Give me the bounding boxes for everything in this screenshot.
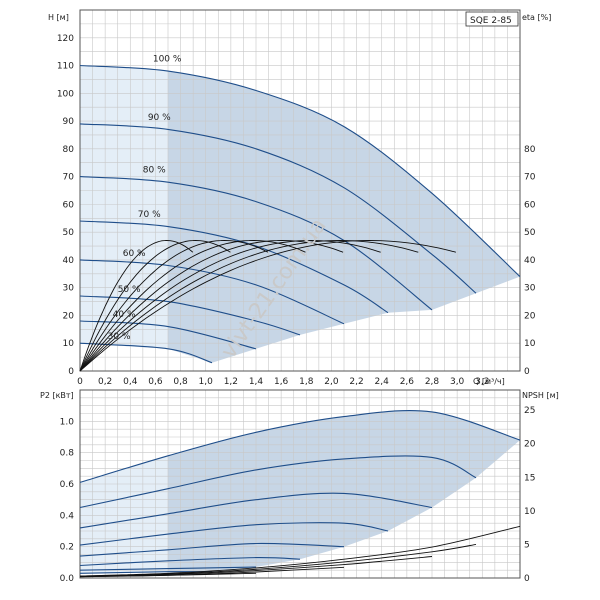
eta-tick-label: 80 — [524, 145, 536, 155]
npsh-curve-0 — [79, 525, 521, 577]
x-tick-label: 0,8 — [173, 377, 188, 387]
npsh-tick-label: 0 — [524, 574, 530, 584]
x-tick-label: 1,6 — [274, 377, 289, 387]
x-tick-label: 1,0 — [199, 377, 214, 387]
power-curve-100 — [79, 410, 521, 483]
y-tick-label: 80 — [63, 145, 75, 155]
p2-tick-label: 1.0 — [60, 417, 75, 427]
y-tick-label: 10 — [63, 339, 75, 349]
x-tick-label: 3,0 — [450, 377, 465, 387]
speed-label-80: 80 % — [143, 166, 166, 176]
efficiency-curve-30 — [79, 240, 194, 372]
head-curve-100 — [79, 64, 521, 277]
x-tick-label: 1,2 — [224, 377, 238, 387]
p2-tick-label: 0.6 — [60, 480, 75, 490]
head-curve-60 — [79, 259, 345, 325]
x-tick-label: 2,0 — [324, 377, 339, 387]
eta-tick-label: 40 — [524, 256, 536, 266]
speed-label-30: 30 % — [108, 332, 131, 342]
bottom-plot-frame — [79, 389, 521, 579]
power-curve-70 — [79, 522, 389, 546]
power-curve-80 — [79, 492, 433, 529]
speed-label-100: 100 % — [153, 55, 182, 65]
x-tick-label: 3,2 — [475, 377, 489, 387]
bottom-y-axis-label: P2 [кВт] — [40, 391, 74, 400]
power-curve-50 — [79, 557, 301, 567]
top-plot: 0 0,2 0,4 0,6 0,8 1,0 1,2 1,4 1,6 1,8 2,0 2,2 2,4 2,6… — [48, 9, 551, 387]
x-tick-label: 1,4 — [249, 377, 264, 387]
npsh-tick-label: 15 — [524, 473, 535, 483]
npsh-tick-label: 5 — [524, 540, 530, 550]
power-curve-90 — [79, 455, 477, 509]
y-tick-label: 0 — [68, 367, 74, 377]
x-tick-label: 1,8 — [299, 377, 314, 387]
head-curve-80 — [79, 176, 433, 311]
npsh-tick-label: 20 — [524, 440, 536, 450]
x-tick-label: 0,2 — [98, 377, 112, 387]
top-y-axis-label: H [м] — [48, 13, 69, 22]
title-box — [465, 11, 519, 27]
speed-label-50: 50 % — [118, 285, 141, 295]
head-curve-70 — [79, 220, 389, 314]
y-tick-label: 50 — [63, 228, 75, 238]
bottom-plot: 0.0 0.2 0.4 0.6 0.8 1.0 0 5 10 15 20 25 P2 [кВт] N… — [40, 389, 559, 584]
efficiency-curve-90 — [79, 240, 419, 372]
y-tick-label: 70 — [63, 173, 75, 183]
efficiency-curve-50 — [79, 240, 269, 372]
efficiency-curve-40 — [79, 240, 231, 372]
y-tick-label: 20 — [63, 311, 75, 321]
npsh-tick-label: 25 — [524, 406, 535, 416]
efficiency-curve-60 — [79, 240, 306, 372]
eta-tick-label: 60 — [524, 200, 536, 210]
x-tick-label: 0 — [77, 377, 83, 387]
y-tick-label: 40 — [63, 256, 75, 266]
y-tick-label: 120 — [57, 34, 74, 44]
head-curve-90 — [79, 123, 477, 294]
y-tick-label: 110 — [57, 62, 74, 72]
x-tick-label: 0,4 — [123, 377, 138, 387]
npsh-tick-label: 10 — [524, 507, 536, 517]
speed-label-60: 60 % — [123, 249, 146, 259]
eta-tick-label: 30 — [524, 284, 536, 294]
chart-title: SQE 2-85 — [470, 16, 512, 26]
speed-label-40: 40 % — [113, 310, 136, 320]
x-tick-label: 2,2 — [349, 377, 363, 387]
eta-tick-label: 70 — [524, 173, 536, 183]
npsh-curve-4 — [79, 572, 257, 578]
eta-tick-label: 50 — [524, 228, 536, 238]
head-curve-50 — [79, 295, 301, 336]
speed-label-70: 70 % — [138, 210, 161, 220]
p2-tick-label: 0.4 — [60, 511, 75, 521]
p2-tick-label: 0.2 — [60, 543, 74, 553]
efficiency-curve-80 — [79, 240, 381, 372]
power-curve-40 — [79, 566, 257, 571]
eta-tick-label: 10 — [524, 339, 536, 349]
top-plot-frame — [79, 9, 521, 372]
efficiency-curve-100 — [79, 240, 456, 372]
eta-tick-label: 0 — [524, 367, 530, 377]
efficiency-curve-70 — [79, 240, 344, 372]
x-tick-label: 2,8 — [425, 377, 440, 387]
x-tick-label: 2,6 — [400, 377, 415, 387]
y-tick-label: 30 — [63, 284, 75, 294]
p2-tick-label: 0.8 — [60, 449, 75, 459]
power-region-fill-light — [80, 455, 168, 574]
operating-region-fill — [80, 65, 520, 363]
eta-tick-label: 20 — [524, 311, 536, 321]
y-tick-label: 90 — [63, 117, 75, 127]
power-curve-60 — [79, 542, 345, 557]
top-right-axis-label: eta [%] — [522, 13, 551, 22]
y-tick-label: 100 — [57, 89, 74, 99]
p2-tick-label: 0.0 — [60, 574, 75, 584]
x-tick-label: 0,6 — [148, 377, 163, 387]
npsh-curve-1 — [79, 543, 477, 577]
bottom-right-axis-label: NPSH [м] — [522, 391, 559, 400]
head-curve-40 — [79, 320, 257, 350]
x-tick-label: 2,4 — [375, 377, 390, 387]
y-tick-label: 60 — [63, 200, 75, 210]
operating-region-fill-light — [80, 65, 168, 349]
top-x-axis-label: Q [м³/ч] — [473, 377, 505, 386]
speed-label-90: 90 % — [148, 113, 171, 123]
